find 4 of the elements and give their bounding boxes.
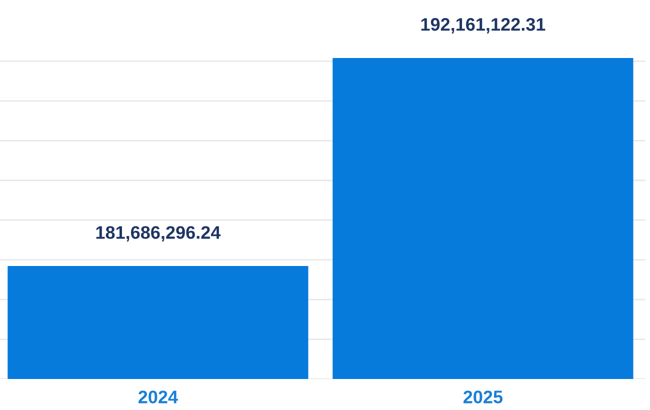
- data-label: 181,686,296.24: [96, 226, 221, 242]
- data-label: 192,161,122.31: [421, 18, 546, 34]
- x-tick-label: 2025: [463, 390, 503, 404]
- x-tick-label: 2024: [138, 390, 178, 404]
